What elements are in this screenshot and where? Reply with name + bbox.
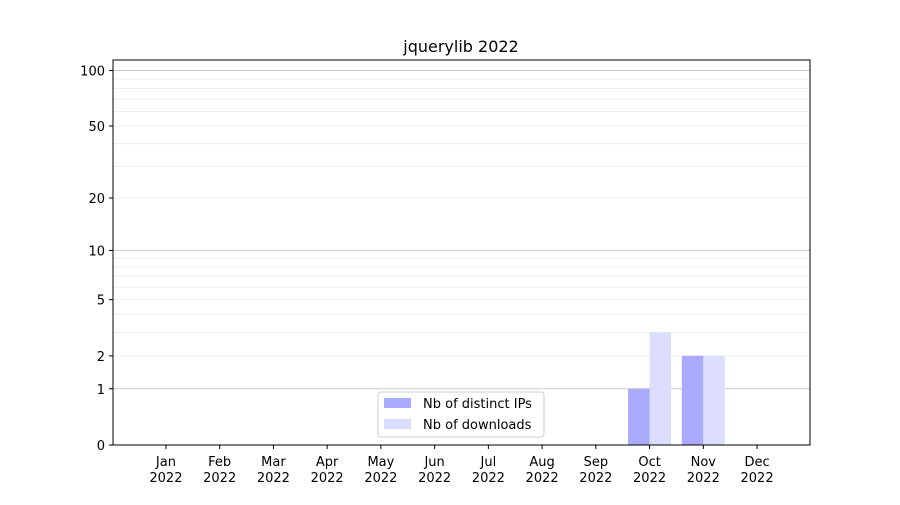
x-tick-label: Oct 2022 <box>633 455 666 486</box>
legend-swatch <box>384 419 411 429</box>
x-tick-label: Apr 2022 <box>311 455 344 486</box>
y-tick-label: 50 <box>88 120 105 135</box>
y-tick-label: 0 <box>97 439 105 454</box>
bar-downloads <box>703 355 725 445</box>
x-tick-label: Feb 2022 <box>203 455 236 486</box>
x-tick-label: Sep 2022 <box>579 455 612 486</box>
bar-downloads <box>649 332 672 445</box>
legend-label: Nb of distinct IPs <box>423 397 532 412</box>
y-axis: 0 1 2 5 10 20 50 100 <box>80 65 113 454</box>
x-tick-label: Jan 2022 <box>149 455 182 486</box>
legend-label: Nb of downloads <box>423 418 532 433</box>
legend: Nb of distinct IPs Nb of downloads <box>377 391 545 438</box>
bars <box>628 332 725 445</box>
x-tick-label: Dec 2022 <box>741 455 774 486</box>
x-tick-label: Mar 2022 <box>257 455 290 486</box>
y-tick-label: 5 <box>97 294 105 309</box>
legend-box <box>377 391 545 438</box>
x-tick-label: Aug 2022 <box>526 455 559 486</box>
y-tick-label: 1 <box>97 383 105 398</box>
y-tick-label: 100 <box>80 65 105 80</box>
x-tick-label: May 2022 <box>364 455 397 486</box>
x-tick-label: Jul 2022 <box>472 455 505 486</box>
chart-title: jquerylib 2022 <box>402 37 518 56</box>
y-tick-label: 20 <box>88 192 105 207</box>
x-tick-label: Jun 2022 <box>418 455 451 486</box>
y-tick-label: 2 <box>97 350 105 365</box>
bar-distinct-ips <box>628 388 650 445</box>
bar-distinct-ips <box>681 355 704 445</box>
x-axis: Jan 2022 Feb 2022 Mar 2022 Apr 2022 May 2022 Jun 20… <box>149 445 774 486</box>
grid-lines <box>113 70 810 390</box>
x-tick-label: Nov 2022 <box>687 455 720 486</box>
plot-frame <box>112 59 811 446</box>
legend-swatch <box>384 398 411 408</box>
y-tick-label: 10 <box>88 244 105 259</box>
